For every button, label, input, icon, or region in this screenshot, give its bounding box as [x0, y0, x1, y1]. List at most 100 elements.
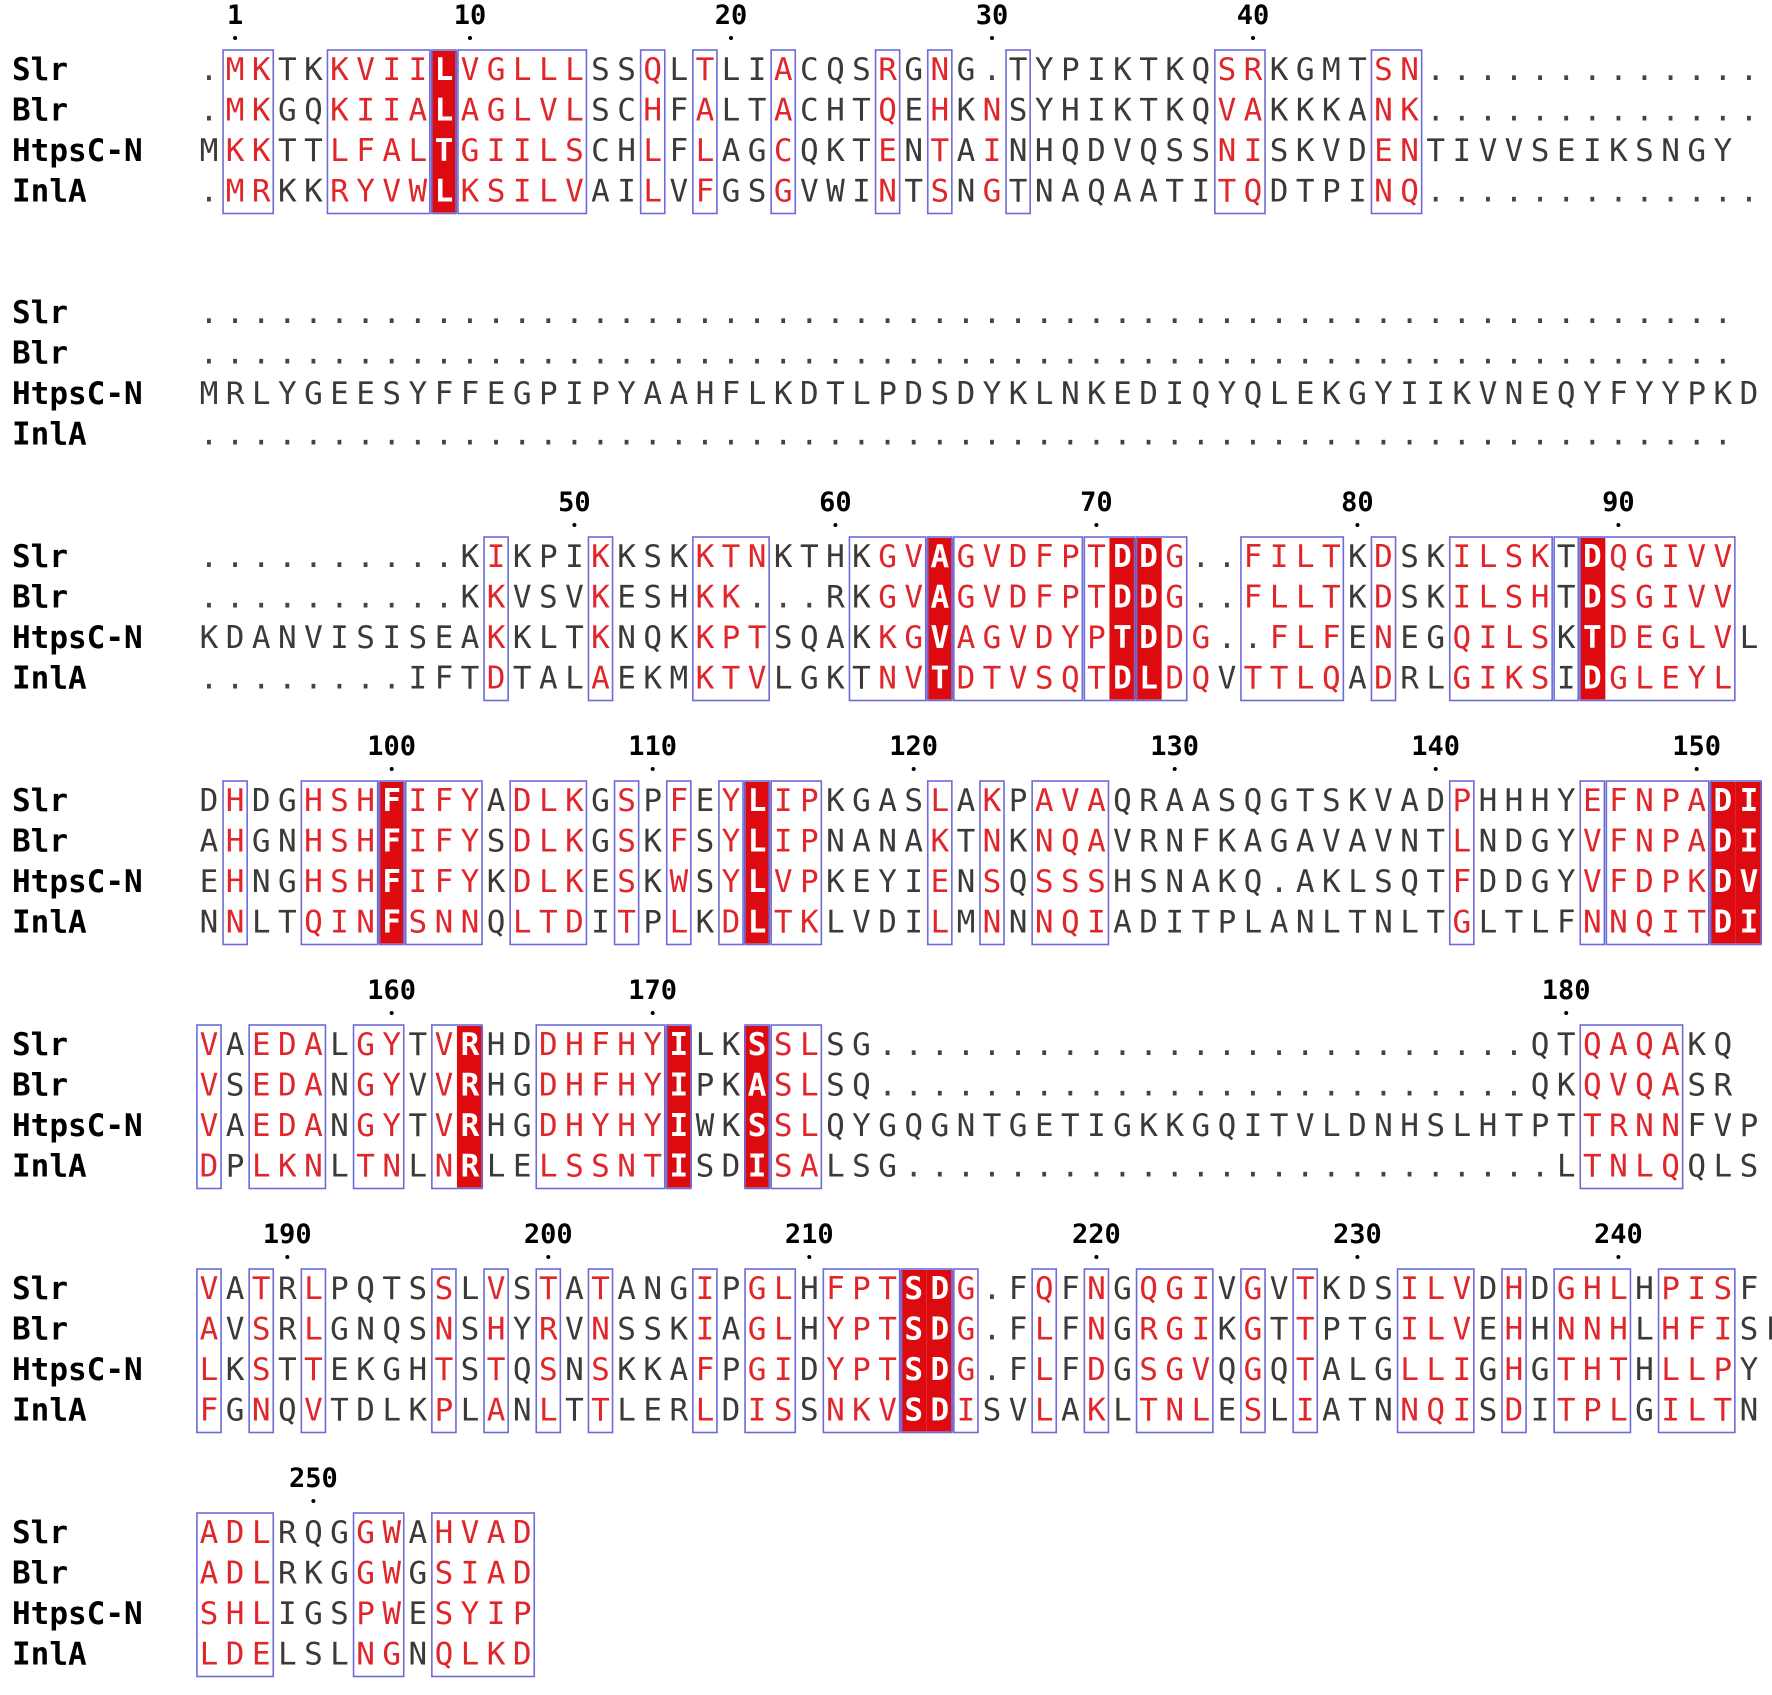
residue: I — [669, 1027, 688, 1063]
residue: V — [1687, 539, 1706, 575]
residue: P — [722, 620, 741, 656]
residue: D — [722, 1393, 741, 1429]
residue: . — [1113, 1027, 1132, 1063]
similarity-box — [1031, 780, 1110, 946]
residue: V — [1583, 824, 1602, 860]
residue: . — [1087, 1068, 1106, 1104]
residue: V — [1713, 620, 1732, 656]
residue: . — [278, 661, 297, 697]
residue: G — [304, 376, 323, 412]
residue: L — [1426, 661, 1445, 697]
similarity-box — [222, 780, 248, 946]
residue: P — [226, 1149, 245, 1185]
residue: . — [1218, 417, 1237, 453]
residue: K — [1348, 539, 1367, 575]
residue: V — [904, 539, 923, 575]
residue: D — [1531, 1271, 1550, 1307]
residue: G — [1165, 1312, 1184, 1348]
residue: . — [487, 417, 506, 453]
residue: K — [330, 93, 349, 129]
conserved-column — [744, 782, 771, 944]
residue: I — [408, 661, 427, 697]
residue: D — [930, 1352, 949, 1388]
residue: C — [591, 133, 610, 169]
residue: V — [800, 174, 819, 210]
residue: K — [643, 824, 662, 860]
residue: H — [304, 864, 323, 900]
ruler-tick — [1616, 523, 1621, 527]
residue: Y — [513, 1312, 532, 1348]
residue: S — [643, 580, 662, 616]
residue: N — [356, 1312, 375, 1348]
residue: N — [278, 824, 297, 860]
residue: L — [1035, 1352, 1054, 1388]
residue: Q — [1635, 905, 1654, 941]
residue: N — [1035, 174, 1054, 210]
residue: . — [435, 580, 454, 616]
residue: . — [1400, 417, 1419, 453]
residue: L — [1687, 1352, 1706, 1388]
residue: Q — [1531, 1027, 1550, 1063]
residue: T — [591, 1271, 610, 1307]
residue: P — [1322, 174, 1341, 210]
similarity-box — [1709, 780, 1762, 946]
residue: L — [408, 133, 427, 169]
residue: N — [1374, 620, 1393, 656]
residue: G — [1374, 1312, 1393, 1348]
residue: . — [800, 417, 819, 453]
residue: A — [1296, 864, 1315, 900]
residue: . — [1400, 336, 1419, 372]
residue: S — [1244, 1393, 1263, 1429]
residue: A — [565, 1271, 584, 1307]
residue: . — [1452, 417, 1471, 453]
residue: A — [1087, 783, 1106, 819]
residue: . — [983, 417, 1002, 453]
ruler-tick — [1251, 36, 1255, 40]
residue: P — [800, 783, 819, 819]
similarity-box — [1135, 536, 1188, 702]
similarity-box — [1501, 1268, 1527, 1434]
residue: A — [930, 580, 949, 616]
residue: . — [1270, 1068, 1289, 1104]
residue: I — [278, 1596, 297, 1632]
residue: S — [904, 1271, 923, 1307]
residue: E — [1661, 661, 1680, 697]
residue: D — [1348, 1271, 1367, 1307]
residue: D — [1270, 174, 1289, 210]
residue: V — [774, 864, 793, 900]
residue: F — [591, 1068, 610, 1104]
residue: H — [226, 1596, 245, 1632]
residue: P — [643, 783, 662, 819]
ruler-number: 80 — [1341, 487, 1374, 518]
residue: R — [278, 1271, 297, 1307]
residue: A — [1400, 783, 1419, 819]
residue: F — [1687, 1108, 1706, 1144]
residue: A — [200, 1556, 219, 1592]
residue: Y — [1557, 783, 1576, 819]
residue: D — [226, 1637, 245, 1673]
residue: D — [565, 905, 584, 941]
residue: . — [1479, 52, 1498, 88]
residue: F — [435, 661, 454, 697]
residue: Q — [1583, 1068, 1602, 1104]
ruler-number: 220 — [1072, 1219, 1121, 1250]
residue: N — [1583, 905, 1602, 941]
conserved-column — [1735, 782, 1762, 944]
similarity-box — [248, 1024, 327, 1190]
residue: Q — [382, 1312, 401, 1348]
residue: D — [1139, 620, 1158, 656]
residue: G — [1270, 783, 1289, 819]
residue: S — [1426, 1108, 1445, 1144]
residue: V — [904, 661, 923, 697]
residue: L — [1244, 905, 1263, 941]
residue: D — [930, 1312, 949, 1348]
sequence-name: Blr — [12, 1312, 68, 1348]
residue: D — [1374, 661, 1393, 697]
residue: K — [774, 539, 793, 575]
residue: T — [617, 905, 636, 941]
residue: K — [826, 661, 845, 697]
residue: I — [774, 824, 793, 860]
conserved-column — [744, 1026, 771, 1188]
residue: H — [1505, 1352, 1524, 1388]
